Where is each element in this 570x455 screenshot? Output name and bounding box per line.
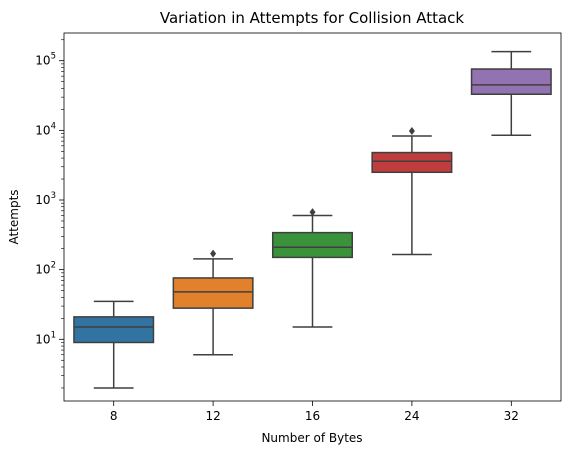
y-tick-base: 10 [35, 263, 50, 277]
y-tick-exponent: 5 [51, 52, 56, 62]
box-iqr [472, 69, 552, 94]
y-tick-base: 10 [35, 332, 50, 346]
x-tick-label: 12 [205, 409, 220, 423]
y-tick-base: 10 [35, 123, 50, 137]
x-axis-label: Number of Bytes [261, 431, 362, 445]
y-tick-label: 102 [35, 261, 56, 277]
y-tick-label: 105 [35, 52, 56, 68]
y-tick-label: 101 [35, 330, 56, 346]
box-iqr [372, 153, 452, 173]
chart-title: Variation in Attempts for Collision Atta… [160, 9, 465, 27]
y-tick-exponent: 3 [51, 191, 56, 201]
outlier-marker [409, 127, 415, 135]
y-tick-label: 103 [35, 191, 56, 207]
x-tick-label: 32 [504, 409, 519, 423]
box-iqr [273, 233, 353, 258]
x-tick-label: 16 [305, 409, 320, 423]
y-tick-exponent: 2 [51, 261, 56, 271]
x-tick-label: 8 [110, 409, 118, 423]
x-tick-label: 24 [404, 409, 419, 423]
y-tick-base: 10 [35, 193, 50, 207]
y-tick-label: 104 [35, 121, 56, 137]
y-axis-label: Attempts [7, 189, 21, 244]
y-tick-exponent: 1 [51, 330, 56, 340]
box-iqr [173, 278, 253, 308]
outlier-marker [210, 250, 216, 258]
box-iqr [74, 317, 154, 343]
y-tick-base: 10 [35, 54, 50, 68]
y-tick-exponent: 4 [51, 121, 56, 131]
